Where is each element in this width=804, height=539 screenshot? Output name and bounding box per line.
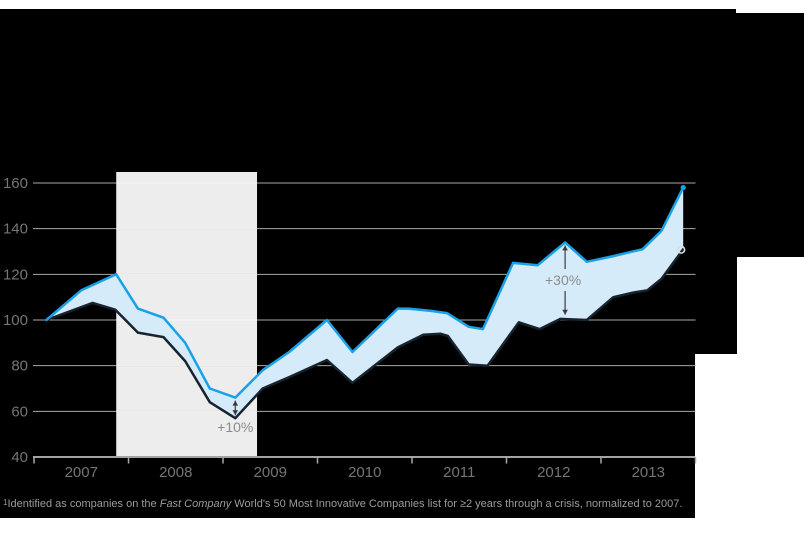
end-marker-sp-500 xyxy=(677,245,686,254)
end-marker-innovative-companies xyxy=(680,184,686,191)
arrowhead xyxy=(232,400,239,406)
arrowhead xyxy=(562,309,568,315)
footnote: 1Identified as companies on the Fast Com… xyxy=(3,497,695,511)
y-axis-labels: 160 140 120 100 80 60 40 xyxy=(3,175,28,466)
annotation-+30%: +30% xyxy=(545,245,581,315)
arrowhead xyxy=(232,410,239,416)
x-tick-label-2013: 2013 xyxy=(632,464,665,481)
x-tick-label-2008: 2008 xyxy=(159,464,192,481)
annotation-label-+10%: +10% xyxy=(217,419,253,435)
y-tick-label-140: 140 xyxy=(3,221,28,238)
arrowhead xyxy=(562,245,568,251)
series-line-sp-500 xyxy=(45,247,685,420)
footnote-italic: Fast Company xyxy=(159,498,232,510)
y-tick-label-80: 80 xyxy=(11,358,28,375)
y-tick-label-100: 100 xyxy=(3,312,28,329)
x-tick-label-2012: 2012 xyxy=(537,464,570,481)
annotation-+10%: +10% xyxy=(217,400,253,435)
x-axis-ticks xyxy=(33,457,697,464)
x-axis-labels: 2007 2008 2009 2010 2011 2012 2013 xyxy=(65,464,665,481)
x-tick-label-2011: 2011 xyxy=(443,464,475,481)
y-tick-label-120: 120 xyxy=(3,266,28,283)
y-tick-label-40: 40 xyxy=(11,449,28,466)
y-tick-label-160: 160 xyxy=(3,175,28,192)
footnote-superscript: 1 xyxy=(3,498,8,507)
series-line-innovative-companies xyxy=(45,186,685,399)
annotation-label-+30%: +30% xyxy=(545,272,581,288)
figure-top-edge xyxy=(0,9,736,13)
figure-lower-block xyxy=(0,354,695,518)
y-tick-label-60: 60 xyxy=(11,403,28,420)
footnote-text-pre: Identified as companies on the xyxy=(7,498,160,510)
footnote-text-post: World's 50 Most Innovative Companies lis… xyxy=(231,498,683,510)
x-tick-label-2010: 2010 xyxy=(348,464,381,481)
x-tick-label-2009: 2009 xyxy=(254,464,287,481)
x-tick-label-2007: 2007 xyxy=(65,464,98,481)
